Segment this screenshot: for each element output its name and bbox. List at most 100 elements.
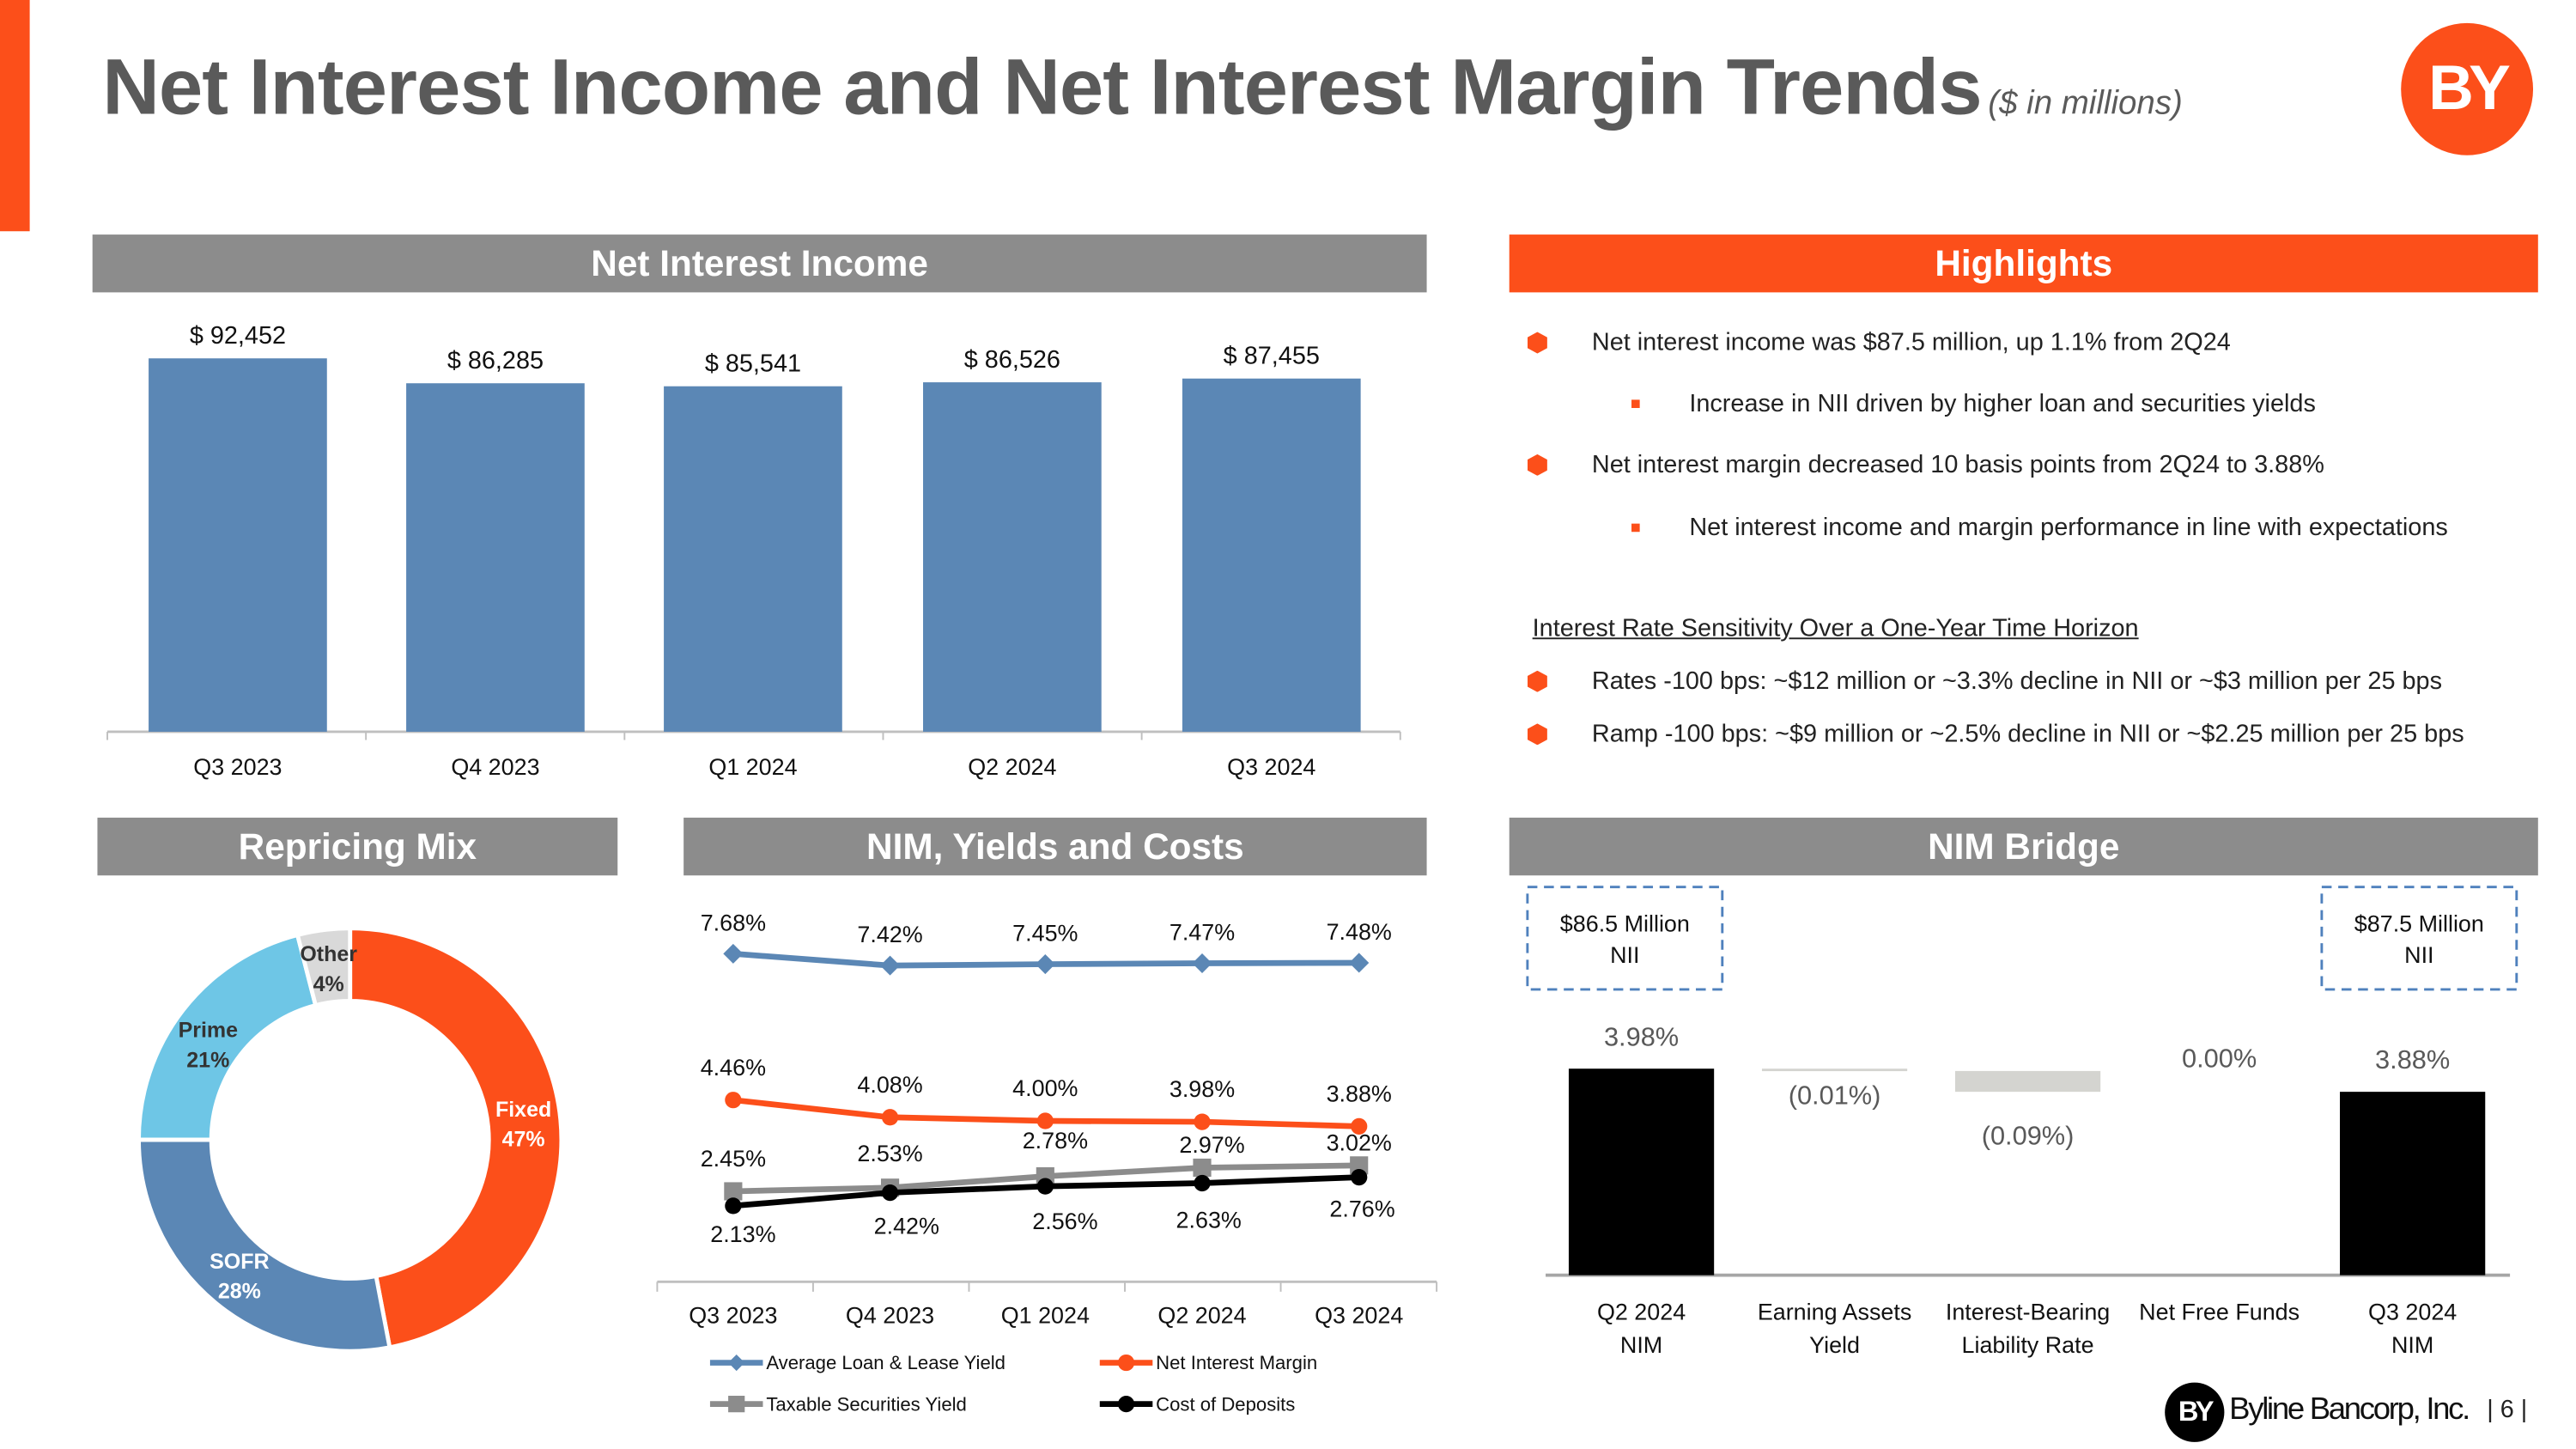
bridge-bar — [1568, 1068, 1715, 1275]
highlight-subitem: Increase in NII driven by higher loan an… — [1689, 389, 2316, 418]
bar-data-label: (0.01%) — [1789, 1081, 1881, 1111]
data-point — [1350, 1156, 1369, 1175]
footer-company: Byline Bancorp, Inc. — [2229, 1392, 2470, 1428]
data-point — [725, 1092, 742, 1109]
x-tick-label: Q3 2023 — [689, 1302, 777, 1328]
data-label: 4.00% — [1012, 1075, 1078, 1101]
page-number: 6 — [2500, 1396, 2514, 1424]
bar-data-label: 0.00% — [2182, 1043, 2257, 1073]
x-tick-label: Q3 2024 — [1227, 754, 1315, 780]
slice-name-label: Prime — [179, 1019, 239, 1043]
logo: BY — [2401, 22, 2534, 155]
x-tick-label: Q3 2023 — [193, 754, 282, 780]
x-tick-label: Q2 2024 — [1597, 1300, 1686, 1325]
bullet-icon — [1527, 454, 1547, 476]
bridge-bar — [1954, 1070, 2101, 1093]
callout-line2: NII — [1610, 942, 1639, 968]
bar-data-label: $ 87,455 — [1224, 342, 1320, 369]
data-point — [725, 1197, 742, 1215]
data-point — [724, 1182, 743, 1201]
donut-slice — [295, 926, 353, 1008]
x-tick-label: NIM — [2391, 1332, 2433, 1358]
data-label: 2.63% — [1176, 1207, 1242, 1233]
footer-logo-icon: BY — [2165, 1382, 2225, 1442]
nim-yields-header: NIM, Yields and Costs — [683, 817, 1427, 876]
page-subtitle: ($ in millions) — [1988, 86, 2183, 123]
bridge-bar — [1761, 1068, 1908, 1072]
slice-name-label: Fixed — [495, 1098, 551, 1122]
callout-line1: $86.5 Million — [1560, 911, 1690, 937]
highlight-item: Net interest margin decreased 10 basis p… — [1591, 451, 2324, 479]
legend-marker — [728, 1354, 745, 1372]
legend-label: Cost of Deposits — [1156, 1393, 1295, 1415]
data-point — [1351, 1117, 1368, 1135]
data-label: 7.42% — [857, 922, 922, 947]
data-label: 2.42% — [874, 1214, 939, 1239]
title-text: Net Interest Income and Net Interest Mar… — [102, 44, 1982, 132]
x-tick-label: Q2 2024 — [968, 754, 1056, 780]
data-point — [1349, 953, 1370, 973]
x-tick-label: Q4 2023 — [451, 754, 539, 780]
nii-bar — [923, 382, 1102, 732]
data-label: 2.78% — [1023, 1128, 1088, 1154]
legend-label: Average Loan & Lease Yield — [766, 1352, 1005, 1373]
x-tick-label: Interest-Bearing — [1946, 1300, 2110, 1325]
legend-label: Taxable Securities Yield — [766, 1393, 967, 1415]
nii-header: Net Interest Income — [92, 234, 1427, 293]
legend-marker — [1117, 1396, 1135, 1413]
data-point — [1194, 1174, 1211, 1192]
bullet-icon — [1527, 723, 1547, 746]
bar-data-label: $ 86,285 — [447, 347, 544, 374]
data-point — [881, 1109, 899, 1126]
data-label: 2.45% — [701, 1146, 766, 1172]
nii-bar — [1182, 378, 1361, 732]
nii-bar — [149, 358, 327, 732]
highlight-subitem: Net interest income and margin performan… — [1689, 514, 2448, 542]
data-label: 4.08% — [857, 1072, 922, 1098]
bar-data-label: 3.88% — [2375, 1044, 2450, 1075]
callout-line2: NII — [2404, 942, 2433, 968]
data-label: 2.53% — [857, 1141, 922, 1166]
repricing-header: Repricing Mix — [97, 817, 618, 876]
nii-callout-box — [2320, 886, 2518, 991]
slice-value-label: 28% — [218, 1280, 261, 1304]
x-tick-label: Q3 2024 — [1315, 1302, 1403, 1328]
data-point — [1192, 953, 1212, 974]
x-tick-label: Yield — [1809, 1332, 1860, 1358]
x-tick-label: Q2 2024 — [1157, 1302, 1246, 1328]
data-label: 3.98% — [1170, 1076, 1235, 1102]
x-tick-label: Q1 2024 — [708, 754, 797, 780]
legend-marker — [728, 1396, 745, 1413]
data-point — [1351, 1168, 1368, 1186]
slice-value-label: 47% — [502, 1128, 545, 1152]
data-point — [1194, 1113, 1211, 1130]
x-tick-label: Net Free Funds — [2139, 1300, 2300, 1325]
sensitivity-title: Interest Rate Sensitivity Over a One-Yea… — [1532, 614, 2139, 643]
data-label: 2.13% — [710, 1221, 775, 1247]
data-label: 4.46% — [701, 1055, 766, 1081]
x-tick-label: Q3 2024 — [2368, 1300, 2457, 1325]
logo-text: BY — [2428, 54, 2511, 125]
nii-bar — [406, 383, 585, 732]
data-label: 7.48% — [1327, 919, 1392, 945]
legend-marker — [1117, 1354, 1135, 1372]
nii-callout-box — [1526, 886, 1724, 991]
bar-data-label: (0.09%) — [1982, 1121, 2075, 1151]
x-tick-label: Liability Rate — [1962, 1332, 2094, 1358]
slice-value-label: 4% — [313, 972, 344, 996]
data-label: 2.76% — [1329, 1196, 1394, 1222]
bar-data-label: $ 92,452 — [190, 322, 286, 350]
data-point — [1036, 1178, 1054, 1195]
data-point — [1193, 1158, 1212, 1178]
bridge-bar — [2340, 1092, 2486, 1275]
sub-bullet-icon — [1631, 399, 1640, 409]
data-point — [881, 1184, 899, 1202]
data-label: 7.47% — [1170, 920, 1235, 946]
slice-name-label: SOFR — [210, 1250, 269, 1274]
sub-bullet-icon — [1631, 523, 1640, 533]
data-label: 7.45% — [1012, 921, 1078, 947]
data-label: 2.97% — [1179, 1132, 1244, 1158]
nim-bridge-header: NIM Bridge — [1509, 817, 2538, 876]
nii-bar — [664, 386, 842, 732]
